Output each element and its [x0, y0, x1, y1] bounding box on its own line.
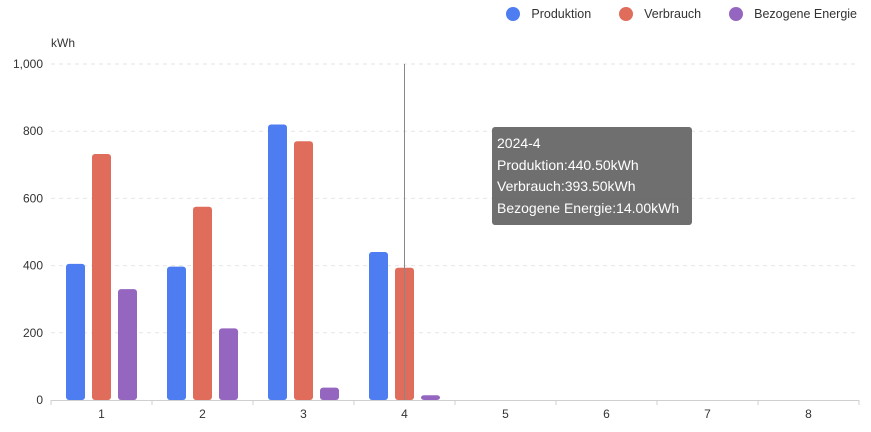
x-tick-label: 4 [401, 407, 408, 421]
bar-bezogene-energie [320, 387, 339, 400]
bar-produktion [369, 251, 388, 400]
y-tick-label: 0 [36, 393, 43, 407]
x-tick-label: 1 [98, 407, 105, 421]
bar-produktion [268, 124, 287, 400]
legend-label-bezogene-energie: Bezogene Energie [754, 7, 857, 21]
legend-item-bezogene-energie[interactable]: Bezogene Energie [729, 7, 857, 21]
tooltip: 2024-4 Produktion:440.50kWh Verbrauch:39… [492, 127, 692, 225]
legend: Produktion Verbrauch Bezogene Energie [506, 7, 857, 21]
y-tick-label: 200 [23, 326, 43, 340]
bar-bezogene-energie [118, 289, 137, 400]
bar-bezogene-energie [219, 328, 238, 400]
tooltip-line-bezogene-energie: Bezogene Energie:14.00kWh [497, 199, 680, 216]
legend-marker-bezogene-energie [729, 7, 744, 21]
bar-produktion [66, 263, 85, 400]
legend-marker-verbrauch [619, 7, 634, 21]
y-tick-label: 1,000 [13, 57, 43, 71]
bar-verbrauch [193, 206, 212, 400]
bar-bezogene-energie [421, 395, 440, 400]
x-tick-label: 6 [603, 407, 610, 421]
x-tick-label: 8 [805, 407, 812, 421]
y-tick-label: 600 [23, 191, 43, 205]
y-axis-label: kWh [51, 36, 75, 50]
tooltip-title: 2024-4 [497, 135, 541, 151]
tooltip-line-verbrauch: Verbrauch:393.50kWh [497, 178, 636, 194]
legend-label-produktion: Produktion [531, 7, 592, 21]
bar-produktion [167, 266, 186, 400]
legend-item-produktion[interactable]: Produktion [506, 7, 591, 21]
legend-marker-produktion [506, 7, 521, 21]
x-tick-label: 7 [704, 407, 711, 421]
bar-verbrauch [92, 154, 111, 400]
x-tick-label: 3 [300, 407, 307, 421]
y-tick-label: 400 [23, 259, 43, 273]
bar-verbrauch [294, 141, 313, 400]
x-tick-label: 5 [502, 407, 509, 421]
tooltip-line-produktion: Produktion:440.50kWh [497, 156, 639, 173]
legend-label-verbrauch: Verbrauch [644, 7, 702, 21]
y-tick-label: 800 [23, 124, 43, 138]
x-tick-label: 2 [199, 407, 206, 421]
legend-item-verbrauch[interactable]: Verbrauch [619, 7, 701, 21]
